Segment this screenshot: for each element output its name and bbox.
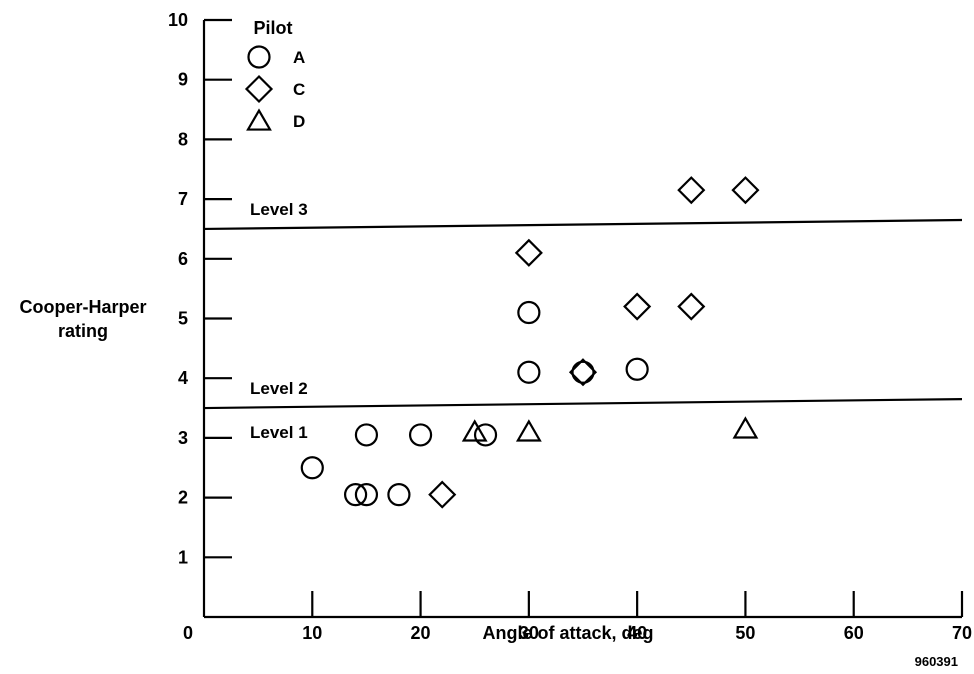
series-D xyxy=(461,416,759,442)
point-C-2 xyxy=(514,238,543,267)
y-tick-label-5: 5 xyxy=(178,309,188,329)
y-axis-title-line-2: rating xyxy=(58,321,108,341)
point-D-1 xyxy=(461,419,488,442)
level-boundary-2 xyxy=(203,397,963,410)
point-C-6 xyxy=(677,176,706,205)
y-tick-label-4: 4 xyxy=(178,368,188,388)
point-A-2 xyxy=(344,483,368,507)
y-tick-label-1: 1 xyxy=(178,547,188,567)
tick-labels: 1 2 3 4 5 6 7 8 9 10 0 10 20 30 40 50 60 70 xyxy=(168,10,972,643)
point-A-6 xyxy=(408,423,433,447)
point-C-7 xyxy=(731,176,760,205)
data-points xyxy=(300,176,760,509)
legend-marker-A xyxy=(247,45,271,69)
x-tick-label-20: 20 xyxy=(411,623,431,643)
level-boundary-1 xyxy=(203,218,963,231)
legend: ACD xyxy=(244,45,305,131)
legend-marker-C xyxy=(244,74,274,104)
figure-id: 960391 xyxy=(915,654,958,669)
level-label-level-1: Level 1 xyxy=(250,423,308,442)
x-tick-label-10: 10 xyxy=(302,623,322,643)
point-A-8 xyxy=(517,300,541,325)
x-tick-label-40: 40 xyxy=(627,623,647,643)
y-tick-label-10: 10 xyxy=(168,10,188,30)
x-tick-label-50: 50 xyxy=(735,623,755,643)
legend-marker-D xyxy=(246,108,272,131)
legend-label-C: C xyxy=(293,80,305,99)
point-A-1 xyxy=(300,456,324,480)
point-A-10 xyxy=(571,360,595,384)
y-tick-label-2: 2 xyxy=(178,488,188,508)
axes xyxy=(202,20,962,619)
x-tick-label-30: 30 xyxy=(519,623,539,643)
point-C-3 xyxy=(568,358,598,387)
point-D-3 xyxy=(732,416,759,439)
x-tick-label-60: 60 xyxy=(844,623,864,643)
y-tick-label-3: 3 xyxy=(178,428,188,448)
x-axis-title: Angle of attack, deg xyxy=(482,623,653,643)
y-tick-label-6: 6 xyxy=(178,249,188,269)
y-axis-title-line-1: Cooper-Harper xyxy=(19,297,146,317)
level-boundaries: Level 3 Level 2 Level 1 xyxy=(203,200,963,442)
x-tick-label-0: 0 xyxy=(183,623,193,643)
point-C-5 xyxy=(677,292,706,321)
x-tick-label-70: 70 xyxy=(952,623,972,643)
y-tick-label-7: 7 xyxy=(178,189,188,209)
tick-marks xyxy=(204,18,964,617)
point-A-9 xyxy=(517,360,541,384)
point-C-1 xyxy=(428,480,457,509)
level-label-level-2: Level 2 xyxy=(250,379,308,398)
point-D-2 xyxy=(515,419,542,442)
point-A-4 xyxy=(354,423,379,447)
level-label-level-3: Level 3 xyxy=(250,200,308,219)
point-A-11 xyxy=(625,357,649,381)
y-tick-label-8: 8 xyxy=(178,129,188,149)
legend-title: Pilot xyxy=(254,18,293,38)
point-A-3 xyxy=(354,483,379,507)
legend-label-D: D xyxy=(293,112,305,131)
point-A-7 xyxy=(473,423,498,447)
point-C-4 xyxy=(623,292,652,321)
point-A-5 xyxy=(387,483,411,507)
series-C xyxy=(428,176,760,509)
series-A xyxy=(300,300,649,507)
y-tick-label-9: 9 xyxy=(178,70,188,90)
legend-label-A: A xyxy=(293,48,305,67)
